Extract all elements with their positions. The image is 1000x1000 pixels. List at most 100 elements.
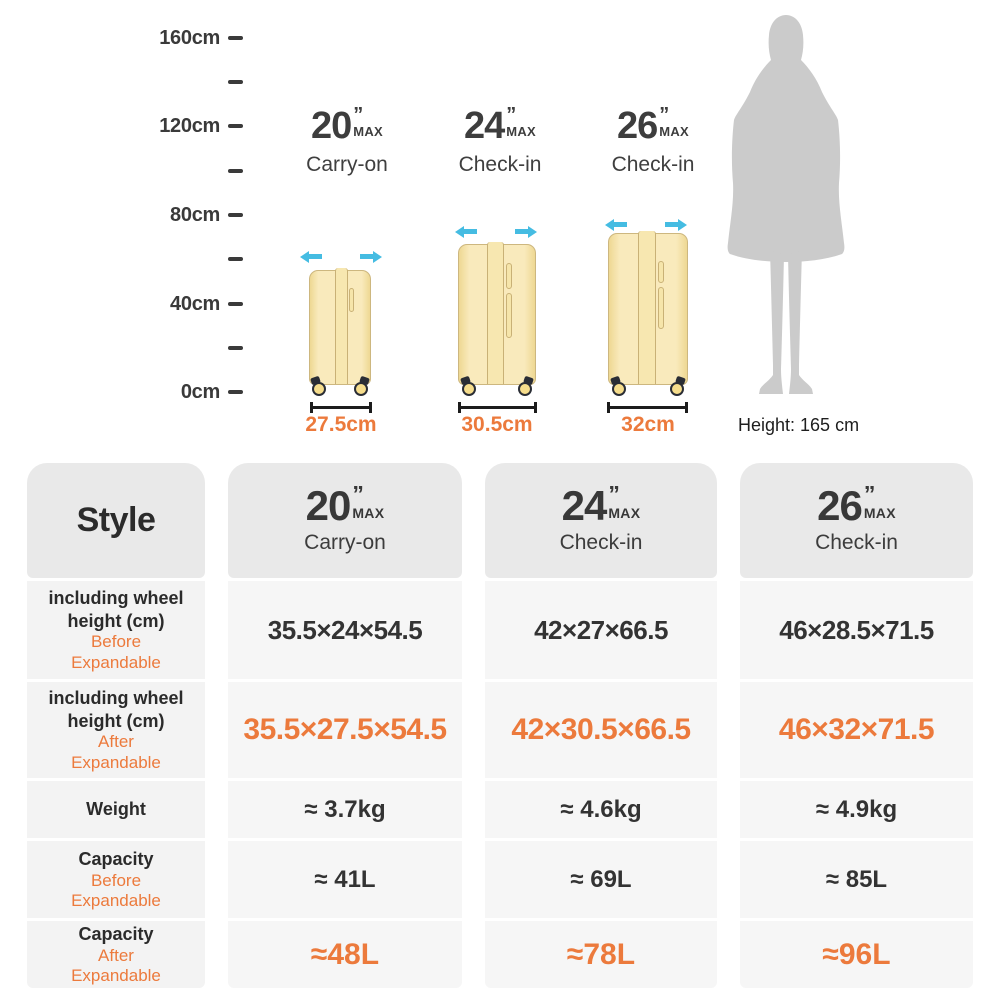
row-sub: After (98, 732, 134, 752)
ruler-label-80cm: 80cm (170, 204, 220, 226)
inch-mark: ” (608, 481, 620, 508)
cell-24-dims-after: 42×30.5×66.5 (485, 682, 717, 778)
inch-mark: ” (353, 104, 364, 126)
row-label-dims-before: including wheel height (cm) Before Expan… (27, 581, 205, 679)
handle-groove (658, 261, 664, 283)
value-text: ≈ 41L (314, 865, 376, 893)
max-label: MAX (352, 505, 385, 522)
expand-right-arrow-icon (665, 218, 687, 231)
column-header-24: 24 ” MAX Check-in (485, 463, 717, 578)
ruler-label-160cm: 160cm (159, 27, 220, 49)
expansion-band (335, 268, 348, 384)
cell-24-capacity-after: ≈78L (485, 921, 717, 988)
value-text: 46×28.5×71.5 (779, 614, 934, 645)
expand-right-arrow-icon (515, 225, 537, 238)
cell-20-dims-after: 35.5×27.5×54.5 (228, 682, 462, 778)
size-20-number: 20 (310, 105, 352, 147)
column-header-20: 20 ” MAX Carry-on (228, 463, 462, 578)
bracket-endcap (607, 402, 610, 413)
row-sub: Expandable (71, 652, 161, 672)
inch-mark: ” (506, 104, 517, 126)
expand-left-arrow-icon (300, 250, 322, 263)
value-text: 35.5×24×54.5 (267, 614, 423, 645)
size-26-type: Check-in (611, 153, 695, 177)
ruler-tick (228, 302, 243, 306)
cell-24-weight: ≈ 4.6kg (485, 781, 717, 838)
value-text: ≈96L (822, 937, 891, 971)
expansion-band (638, 231, 656, 384)
width-label-20: 27.5cm (305, 413, 377, 436)
ruler-tick (228, 169, 243, 173)
row-title: including wheel height (cm) (48, 588, 184, 631)
handle-groove (349, 288, 354, 312)
bracket-endcap (458, 402, 461, 413)
row-sub: Expandable (71, 890, 161, 910)
size-24-number: 24 (463, 105, 505, 147)
bracket-endcap (685, 402, 688, 413)
column-header-26-mark: 26 ” MAX (817, 482, 896, 530)
bracket-endcap (534, 402, 537, 413)
ruler-label-40cm: 40cm (170, 293, 220, 315)
ruler-tick (228, 36, 243, 40)
width-label-24: 30.5cm (461, 413, 533, 436)
ruler-tick (228, 213, 243, 217)
style-header-label: Style (76, 501, 156, 539)
column-header-24-mark: 24 ” MAX (562, 481, 641, 526)
expand-arrows-24 (455, 225, 537, 238)
value-text: 42×30.5×66.5 (511, 713, 691, 746)
width-bracket-24 (458, 402, 537, 413)
person-silhouette (727, 15, 845, 394)
size-26-number: 26 (616, 105, 658, 147)
max-label: MAX (863, 505, 896, 522)
size-title-20: 20 ” MAX Carry-on (267, 104, 427, 177)
cell-26-dims-after: 46×32×71.5 (740, 682, 973, 778)
expand-arrows-26 (605, 218, 687, 231)
max-label: MAX (608, 505, 641, 522)
wheel-icon (518, 382, 532, 396)
width-label-26: 32cm (621, 413, 675, 436)
value-text: ≈ 4.9kg (815, 795, 898, 823)
handle-groove (506, 263, 512, 289)
value-text: 42×27×66.5 (534, 614, 668, 645)
expansion-band (487, 242, 504, 384)
spec-table: Style 20 ” MAX Carry-on 24 ” MAX Check-in … (27, 463, 973, 988)
cell-26-weight: ≈ 4.9kg (740, 781, 973, 838)
size-20-mark: 20 ” MAX (267, 104, 427, 147)
suitcase-20-illustration (309, 268, 371, 396)
ruler-tick (228, 124, 243, 128)
value-text: 46×32×71.5 (778, 713, 935, 746)
ruler-tick (228, 257, 243, 261)
suitcase-24-illustration (458, 242, 536, 396)
column-size-number: 20 (305, 482, 352, 530)
cell-26-capacity-before: ≈ 85L (740, 841, 973, 918)
size-26-mark: 26 ” MAX (573, 104, 733, 147)
ruler-label-0cm: 0cm (180, 381, 220, 403)
expand-right-arrow-icon (360, 250, 382, 263)
cell-26-capacity-after: ≈96L (740, 921, 973, 988)
max-label: MAX (506, 124, 537, 139)
cell-20-dims-before: 35.5×24×54.5 (228, 581, 462, 679)
size-24-mark: 24 ” MAX (420, 104, 580, 147)
max-label: MAX (353, 124, 384, 139)
value-text: ≈ 69L (570, 865, 632, 893)
row-label-dims-after: including wheel height (cm) After Expand… (27, 682, 205, 778)
column-header-20-mark: 20 ” MAX (305, 482, 385, 530)
value-text: ≈78L (566, 937, 636, 971)
cell-24-dims-before: 42×27×66.5 (485, 581, 717, 679)
wheel-icon (612, 382, 626, 396)
column-size-number: 26 (817, 482, 863, 530)
expand-left-arrow-icon (605, 218, 627, 231)
column-header-24-type: Check-in (559, 530, 643, 554)
wheel-icon (312, 382, 326, 396)
inch-mark: ” (659, 104, 670, 126)
row-label-capacity-after: Capacity After Expandable (27, 921, 205, 988)
ruler-tick (228, 80, 243, 84)
handle-groove (506, 293, 512, 338)
handle-groove (658, 287, 664, 329)
column-header-26: 26 ” MAX Check-in (740, 463, 973, 578)
row-title: Capacity (78, 849, 154, 870)
wheel-icon (670, 382, 684, 396)
cell-20-capacity-before: ≈ 41L (228, 841, 462, 918)
row-title: including wheel height (cm) (48, 688, 184, 731)
column-header-26-type: Check-in (815, 530, 898, 554)
